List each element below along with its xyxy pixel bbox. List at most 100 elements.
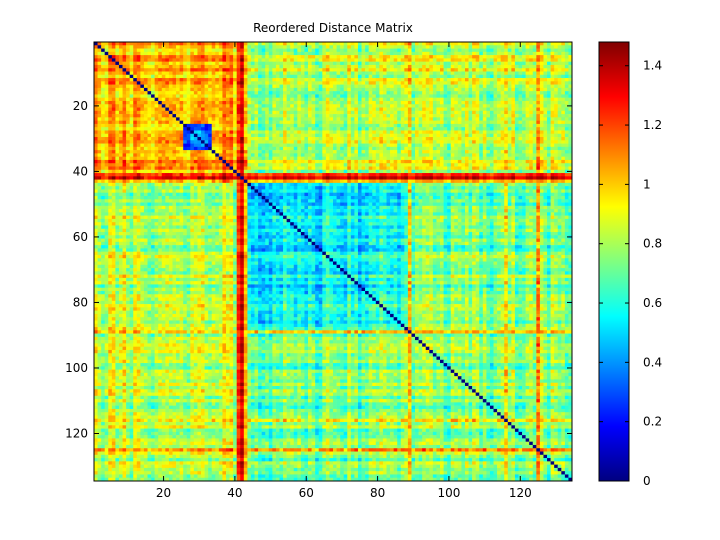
heatmap-cell <box>180 52 184 56</box>
heatmap-cell <box>333 121 337 125</box>
heatmap-cell <box>272 157 276 161</box>
heatmap-cell <box>219 101 223 105</box>
heatmap-cell <box>155 157 159 161</box>
heatmap-cell <box>115 65 119 69</box>
heatmap-cell <box>558 49 562 53</box>
heatmap-cell <box>347 88 351 92</box>
heatmap-cell <box>536 121 540 125</box>
heatmap-cell <box>540 104 544 108</box>
heatmap-cell <box>276 150 280 154</box>
heatmap-cell <box>372 104 376 108</box>
heatmap-cell <box>205 68 209 72</box>
heatmap-cell <box>369 124 373 128</box>
heatmap-cell <box>133 62 137 66</box>
heatmap-cell <box>212 104 216 108</box>
heatmap-cell <box>205 157 209 161</box>
heatmap-cell <box>190 94 194 98</box>
heatmap-cell <box>436 49 440 53</box>
heatmap-cell <box>262 101 266 105</box>
heatmap-cell <box>247 42 251 46</box>
heatmap-cell <box>511 101 515 105</box>
heatmap-cell <box>390 160 394 164</box>
heatmap-cell <box>172 101 176 105</box>
heatmap-cell <box>123 88 127 92</box>
heatmap-cell <box>458 150 462 154</box>
heatmap-cell <box>212 160 216 164</box>
heatmap-cell <box>301 85 305 89</box>
heatmap-cell <box>287 127 291 131</box>
heatmap-cell <box>486 130 490 134</box>
heatmap-cell <box>130 108 134 112</box>
heatmap-cell <box>197 130 201 134</box>
heatmap-cell <box>354 81 358 85</box>
heatmap-cell <box>379 160 383 164</box>
heatmap-cell <box>394 137 398 141</box>
heatmap-cell <box>205 58 209 62</box>
heatmap-cell <box>497 121 501 125</box>
heatmap-cell <box>172 137 176 141</box>
heatmap-cell <box>447 52 451 56</box>
heatmap-cell <box>501 55 505 59</box>
heatmap-cell <box>515 91 519 95</box>
heatmap-cell <box>151 140 155 144</box>
heatmap-cell <box>422 140 426 144</box>
heatmap-cell <box>365 137 369 141</box>
heatmap-cell <box>148 94 152 98</box>
heatmap-cell <box>494 55 498 59</box>
heatmap-cell <box>301 144 305 148</box>
heatmap-cell <box>187 75 191 79</box>
heatmap-cell <box>526 91 530 95</box>
heatmap-cell <box>294 49 298 53</box>
heatmap-cell <box>304 49 308 53</box>
heatmap-cell <box>283 160 287 164</box>
heatmap-cell <box>440 111 444 115</box>
heatmap-cell <box>415 114 419 118</box>
heatmap-cell <box>397 144 401 148</box>
heatmap-cell <box>558 55 562 59</box>
heatmap-cell <box>262 65 266 69</box>
heatmap-cell <box>130 55 134 59</box>
heatmap-cell <box>465 150 469 154</box>
heatmap-cell <box>454 153 458 157</box>
heatmap-cell <box>376 111 380 115</box>
heatmap-cell <box>515 98 519 102</box>
heatmap-cell <box>476 121 480 125</box>
heatmap-cell <box>222 121 226 125</box>
heatmap-cell <box>476 157 480 161</box>
heatmap-cell <box>237 75 241 79</box>
heatmap-cell <box>483 85 487 89</box>
heatmap-cell <box>458 42 462 46</box>
heatmap-cell <box>340 124 344 128</box>
heatmap-cell <box>169 140 173 144</box>
heatmap-cell <box>319 85 323 89</box>
heatmap-cell <box>133 85 137 89</box>
heatmap-cell <box>255 108 259 112</box>
heatmap-cell <box>494 140 498 144</box>
heatmap-cell <box>130 62 134 66</box>
heatmap-cell <box>262 157 266 161</box>
heatmap-cell <box>140 160 144 164</box>
heatmap-cell <box>290 62 294 66</box>
heatmap-cell <box>340 153 344 157</box>
heatmap-cell <box>322 127 326 131</box>
heatmap-cell <box>433 127 437 131</box>
heatmap-cell <box>451 144 455 148</box>
heatmap-cell <box>479 150 483 154</box>
heatmap-cell <box>101 88 105 92</box>
heatmap-cell <box>369 117 373 121</box>
heatmap-cell <box>123 157 127 161</box>
heatmap-cell <box>444 134 448 138</box>
heatmap-cell <box>137 85 141 89</box>
heatmap-cell <box>112 114 116 118</box>
heatmap-cell <box>215 42 219 46</box>
heatmap-cell <box>137 55 141 59</box>
heatmap-cell <box>297 137 301 141</box>
heatmap-cell <box>447 160 451 164</box>
heatmap-cell <box>529 78 533 82</box>
heatmap-cell <box>269 42 273 46</box>
heatmap-cell <box>165 111 169 115</box>
heatmap-cell <box>233 150 237 154</box>
heatmap-cell <box>479 78 483 82</box>
heatmap-cell <box>440 71 444 75</box>
heatmap-cell <box>372 101 376 105</box>
